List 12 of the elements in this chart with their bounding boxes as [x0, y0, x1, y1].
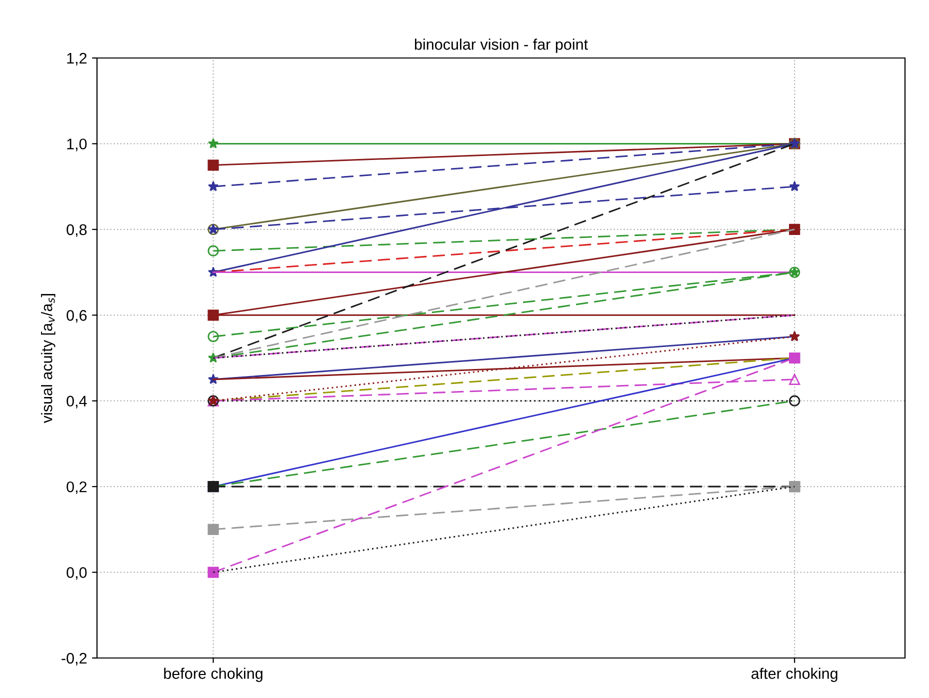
y-tick-label: 0,6 [66, 310, 87, 323]
y-axis-title: visual acuity [a$_{v}$/a$_{s}$] [41, 294, 56, 424]
y-tick-label: 1,2 [67, 52, 87, 66]
y-tick-label: 0,8 [66, 224, 87, 237]
y-tick-label: 0,0 [66, 567, 87, 580]
y-tick-label: 1,0 [67, 138, 87, 152]
y-tick-label: -0,2 [62, 652, 87, 666]
x-tick-label: before choking [164, 668, 262, 682]
y-tick-label: 0,4 [66, 396, 87, 408]
y-tick-label: 0,2 [66, 481, 87, 494]
x-tick-label: after choking [751, 668, 838, 682]
chart-title: binocular vision - far point [414, 38, 588, 53]
